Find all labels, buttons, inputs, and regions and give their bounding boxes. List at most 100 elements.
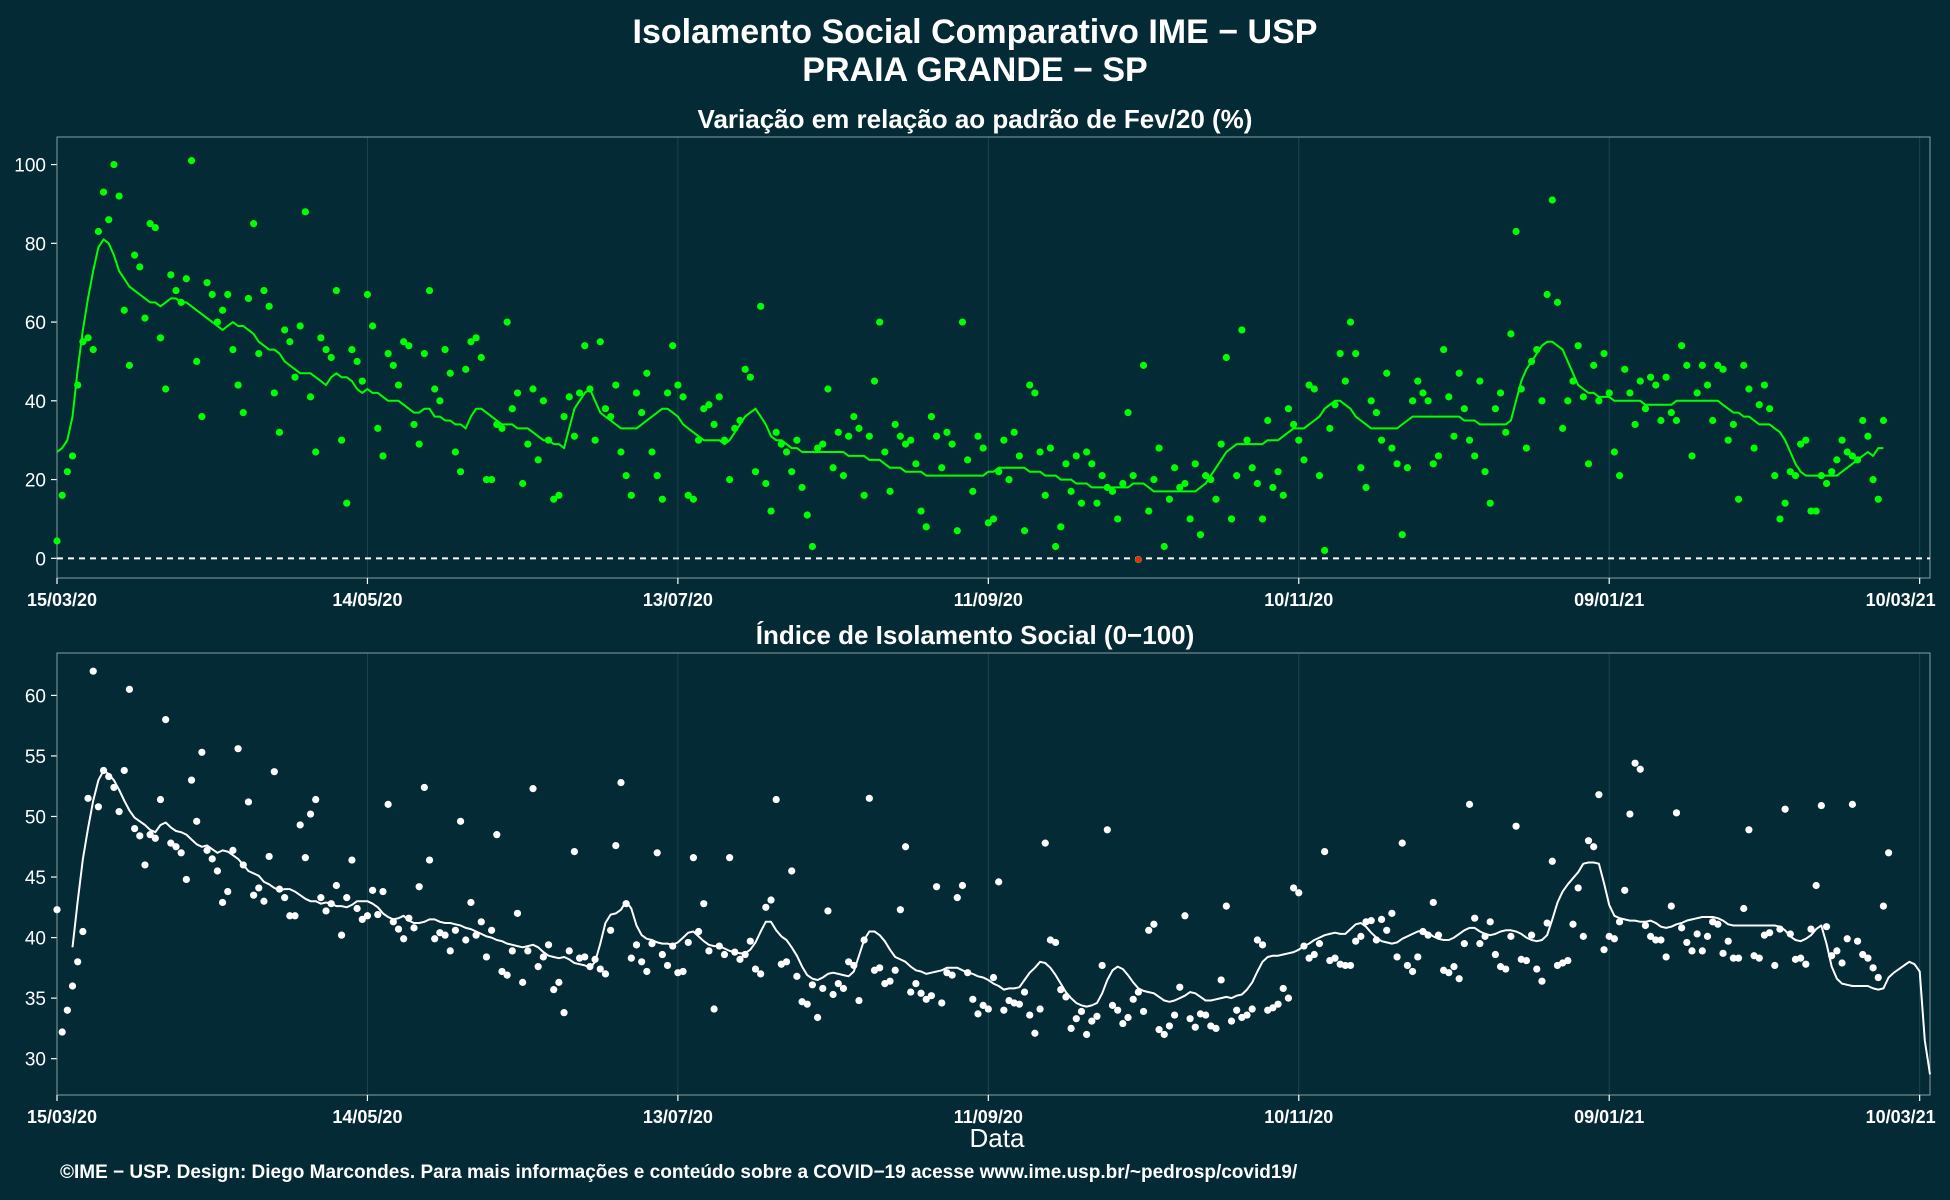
variation-data-point (1145, 507, 1153, 515)
index-data-point (218, 898, 227, 907)
index-data-point (767, 896, 775, 904)
variation-data-point (1202, 472, 1210, 480)
variation-data-point (824, 385, 832, 393)
index-data-point (757, 970, 765, 978)
variation-data-point (374, 424, 382, 432)
index-data-point (291, 912, 299, 920)
index-data-point (751, 965, 760, 973)
index-data-point (1569, 920, 1577, 928)
variation-data-point (1274, 468, 1282, 476)
variation-data-point (1859, 416, 1867, 425)
index-data-point (446, 947, 454, 955)
index-data-point (503, 971, 511, 979)
index-data-point (286, 912, 294, 920)
variation-data-point (1346, 318, 1355, 326)
index-data-point (456, 817, 465, 825)
index-data-point (529, 785, 537, 793)
index-data-point (63, 1006, 71, 1014)
variation-data-point (984, 519, 992, 527)
index-data-point (824, 907, 832, 915)
variation-data-point (451, 448, 460, 456)
index-data-point (663, 961, 672, 970)
variation-data-point (1026, 381, 1034, 389)
variation-data-point (782, 448, 791, 456)
index-data-point (467, 898, 475, 907)
index-data-point (762, 903, 770, 911)
variation-data-point (529, 385, 537, 393)
index-data-point (1838, 959, 1846, 967)
variation-data-point (343, 499, 351, 507)
index-data-point (1310, 950, 1318, 959)
index-data-point (534, 963, 542, 971)
index-data-point (1331, 954, 1339, 962)
variation-data-point (591, 436, 599, 444)
index-data-point (400, 935, 408, 943)
variation-data-point (1005, 475, 1013, 484)
index-data-point (182, 875, 190, 884)
index-data-point (1108, 1001, 1117, 1009)
variation-data-point (1750, 444, 1758, 452)
variation-data-point (1491, 405, 1499, 413)
index-data-point (1186, 1015, 1194, 1023)
figure-title: Isolamento Social Comparativo IME − USP (633, 13, 1318, 51)
index-data-point (1036, 1005, 1044, 1013)
index-data-point (1077, 1007, 1086, 1016)
index-data-point (1812, 881, 1820, 890)
variation-data-point (1057, 523, 1065, 531)
variation-data-point (389, 361, 397, 369)
index-data-point (1429, 898, 1437, 907)
index-data-point (1781, 805, 1789, 813)
variation-data-point (912, 460, 920, 468)
variation-data-point (1289, 420, 1298, 429)
variation-data-point (1559, 424, 1567, 432)
index-data-point (1683, 938, 1691, 947)
index-data-point (1217, 976, 1225, 984)
variation-data-point (643, 369, 651, 377)
index-data-point (79, 927, 87, 936)
variation-data-point (234, 381, 242, 389)
variation-data-point (1264, 416, 1272, 425)
index-data-point (441, 931, 449, 939)
variation-data-point (337, 436, 346, 444)
index-data-point (1647, 932, 1655, 940)
variation-data-point (1336, 349, 1344, 358)
variation-data-point (565, 393, 573, 401)
index-data-point (1145, 926, 1153, 934)
index-data-point (710, 1005, 718, 1013)
variation-data-point (1729, 420, 1737, 429)
index-data-point (819, 984, 827, 993)
index-data-point (1590, 843, 1598, 851)
variation-data-point (1848, 452, 1856, 460)
variation-data-point (1098, 472, 1106, 480)
index-data-point (1522, 956, 1531, 965)
variation-data-point (1760, 381, 1769, 389)
index-data-point (115, 808, 123, 816)
index-data-point (1000, 1006, 1008, 1014)
variation-data-point (306, 393, 315, 401)
index-data-point (524, 947, 532, 955)
variation-data-point (1698, 361, 1706, 369)
variation-data-point (1170, 464, 1179, 472)
variation-data-point (570, 432, 579, 440)
variation-data-point (1305, 381, 1313, 389)
variation-data-point (1031, 389, 1039, 397)
variation-data-point (1217, 440, 1225, 448)
index-data-point (1284, 994, 1293, 1002)
variation-data-point (1874, 495, 1882, 503)
variation-data-point (958, 318, 967, 326)
index-data-point (1072, 1015, 1080, 1023)
index-data-point (420, 783, 428, 792)
index-data-point (58, 1028, 66, 1036)
variation-data-point (1403, 464, 1412, 472)
variation-data-point (1269, 483, 1277, 492)
variation-data-point (1248, 464, 1256, 472)
index-data-point (886, 977, 894, 985)
index-data-point (1797, 954, 1805, 962)
index-data-point (1853, 937, 1862, 945)
variation-data-point (1791, 472, 1800, 480)
variation-data-point (1155, 444, 1163, 452)
index-data-point (974, 1010, 982, 1018)
index-data-point (839, 984, 848, 993)
index-data-point (1155, 1026, 1163, 1034)
index-data-point (1595, 791, 1603, 799)
